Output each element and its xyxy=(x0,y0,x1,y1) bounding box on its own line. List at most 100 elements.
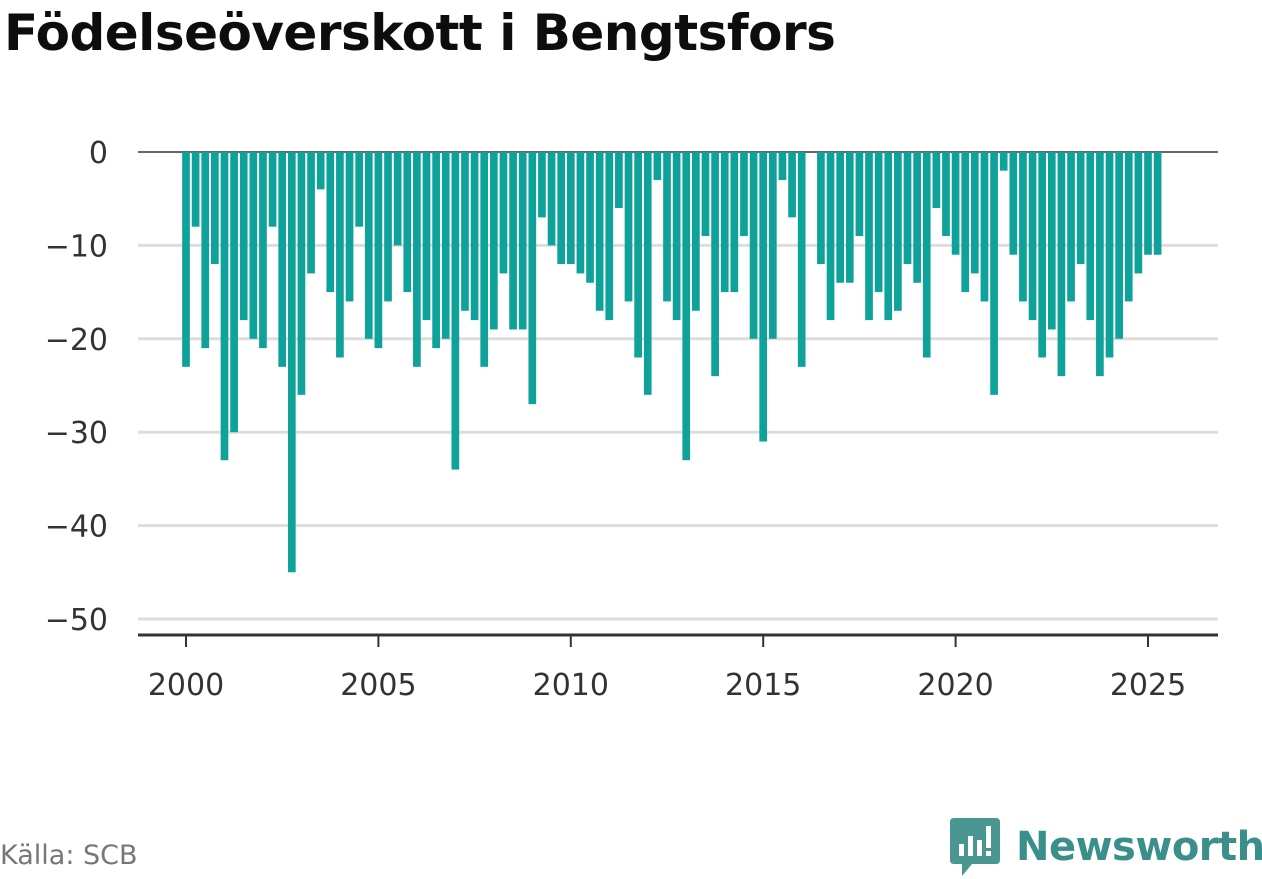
bar xyxy=(999,152,1008,171)
bar xyxy=(922,152,931,358)
bar xyxy=(740,152,748,237)
bar xyxy=(701,152,710,237)
bar xyxy=(711,152,719,377)
y-tick-label: −20 xyxy=(45,323,108,358)
bar xyxy=(1124,152,1133,302)
bar xyxy=(355,152,364,227)
bar xyxy=(788,152,796,218)
bar xyxy=(778,152,787,181)
y-tick-label: −40 xyxy=(45,510,108,545)
bar xyxy=(287,152,296,573)
x-tick-label: 2005 xyxy=(340,668,416,703)
x-tick-label: 2010 xyxy=(533,668,609,703)
bar xyxy=(470,152,479,321)
bar xyxy=(624,152,633,302)
bar xyxy=(643,152,652,395)
x-tick-label: 2000 xyxy=(148,668,224,703)
bar xyxy=(336,152,344,358)
bar xyxy=(634,152,642,358)
bar xyxy=(528,152,537,405)
bar xyxy=(316,152,325,190)
source-label: Källa: SCB xyxy=(0,840,138,871)
bar xyxy=(1115,152,1123,339)
bar xyxy=(451,152,460,470)
bar xyxy=(538,152,546,218)
bar xyxy=(1019,152,1027,302)
bar xyxy=(576,152,585,274)
bar xyxy=(845,152,854,283)
bar xyxy=(230,152,238,433)
y-tick-label: −50 xyxy=(45,603,108,638)
bar xyxy=(980,152,989,302)
brand-logo: Newsworthy xyxy=(950,818,1262,876)
bar xyxy=(1076,152,1085,265)
bar xyxy=(884,152,893,321)
bar xyxy=(413,152,421,367)
bar xyxy=(1067,152,1075,302)
bar xyxy=(557,152,566,265)
bar xyxy=(480,152,489,367)
bar xyxy=(720,152,729,293)
bar xyxy=(942,152,950,237)
x-tick-label: 2025 xyxy=(1110,668,1186,703)
chart-title: Födelseöverskott i Bengtsfors xyxy=(4,4,836,62)
bar xyxy=(1009,152,1018,255)
bar xyxy=(326,152,335,293)
x-tick-label: 2015 xyxy=(725,668,801,703)
bar xyxy=(307,152,315,274)
bar xyxy=(615,152,623,209)
bar xyxy=(422,152,431,321)
bar xyxy=(374,152,383,349)
bar xyxy=(1105,152,1114,358)
bar xyxy=(1153,152,1162,255)
bar xyxy=(547,152,556,246)
bars xyxy=(182,152,1162,573)
bar xyxy=(441,152,450,339)
bar xyxy=(461,152,469,311)
bar xyxy=(499,152,508,274)
bar xyxy=(663,152,671,302)
bar xyxy=(682,152,691,461)
bar xyxy=(605,152,614,321)
bar xyxy=(961,152,970,293)
bar xyxy=(797,152,806,367)
bar xyxy=(1144,152,1152,255)
bar xyxy=(278,152,287,367)
y-tick-labels: 0 −10 −20 −30 −40 −50 xyxy=(45,136,108,638)
bar xyxy=(182,152,190,367)
bar xyxy=(220,152,229,461)
bar xyxy=(259,152,267,349)
bar xyxy=(489,152,498,330)
bar xyxy=(297,152,306,395)
bar xyxy=(903,152,912,265)
bar xyxy=(855,152,864,237)
axes xyxy=(138,633,1218,647)
bar xyxy=(403,152,412,293)
bar xyxy=(865,152,873,321)
bar xyxy=(932,152,941,209)
bar xyxy=(894,152,902,311)
bar xyxy=(692,152,700,311)
bar xyxy=(990,152,998,395)
bar xyxy=(836,152,845,283)
bar xyxy=(518,152,527,330)
bar xyxy=(384,152,392,302)
bar xyxy=(1096,152,1104,377)
y-tick-label: 0 xyxy=(89,136,108,171)
bar xyxy=(201,152,210,349)
bar xyxy=(1134,152,1143,274)
x-tick-label: 2020 xyxy=(917,668,993,703)
brand-name: Newsworthy xyxy=(1016,824,1262,870)
bar xyxy=(211,152,219,265)
bar xyxy=(874,152,883,293)
bar xyxy=(509,152,517,330)
bar xyxy=(826,152,835,321)
bar xyxy=(913,152,921,283)
bar xyxy=(268,152,277,227)
bar xyxy=(1028,152,1037,321)
bar xyxy=(951,152,960,255)
bar xyxy=(749,152,758,339)
bar xyxy=(239,152,248,321)
bar xyxy=(595,152,604,311)
